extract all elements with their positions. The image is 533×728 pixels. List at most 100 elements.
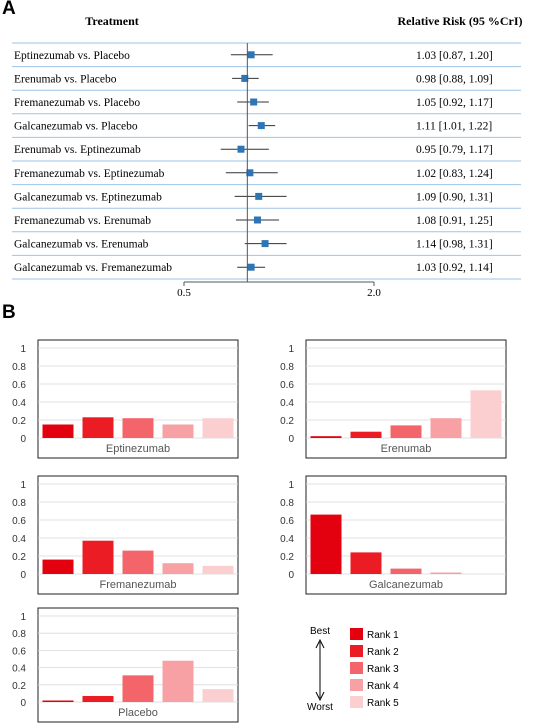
rank-bar xyxy=(162,563,194,574)
comparison-label: Fremanezumab vs. Erenumab xyxy=(14,215,151,227)
drug-name: Placebo xyxy=(118,707,158,719)
legend-swatch xyxy=(350,696,363,708)
estimate-text: 1.11 [1.01, 1.22] xyxy=(416,121,492,133)
y-tick-label: 0.8 xyxy=(12,629,26,640)
rank-bar xyxy=(390,425,422,438)
y-tick-label: 0 xyxy=(20,698,26,709)
rank-chart-fremanezumab: 0 0.2 0.4 0.6 0.8 1 Fremanezumab xyxy=(12,475,239,595)
rank-bar xyxy=(310,514,342,574)
legend-arrow-up xyxy=(315,638,325,649)
y-tick-label: 0.6 xyxy=(280,516,294,527)
estimate-marker xyxy=(257,122,265,130)
chart-frame xyxy=(37,475,239,595)
estimate-text: 1.03 [0.87, 1.20] xyxy=(416,50,493,62)
estimate-text: 1.02 [0.83, 1.24] xyxy=(416,168,493,180)
estimate-text: 1.08 [0.91, 1.25] xyxy=(416,215,493,227)
x-tick-label: 2.0 xyxy=(367,287,381,299)
rank-chart-galcanezumab: 0 0.2 0.4 0.6 0.8 1 Galcanezumab xyxy=(280,475,507,595)
y-tick-label: 0.6 xyxy=(12,516,26,527)
rank-bar xyxy=(122,550,154,574)
forest-plot: Treatment Relative Risk (95 %CrI) Eptinezu… xyxy=(12,14,523,299)
rank-chart-placebo: 0 0.2 0.4 0.6 0.8 1 Placebo xyxy=(12,607,239,723)
y-tick-label: 0.2 xyxy=(12,416,26,427)
panel-label-b: B xyxy=(2,302,16,323)
estimate-marker xyxy=(250,98,258,106)
legend-label: Rank 3 xyxy=(367,664,399,675)
comparison-label: Eptinezumab vs. Placebo xyxy=(14,50,130,62)
y-tick-label: 0.8 xyxy=(280,362,294,373)
comparison-label: Galcanezumab vs. Placebo xyxy=(14,121,138,133)
estimate-text: 1.03 [0.92, 1.14] xyxy=(416,262,493,274)
rank-bar xyxy=(390,568,422,574)
y-tick-label: 0.4 xyxy=(280,534,294,545)
y-tick-label: 0.6 xyxy=(12,646,26,657)
estimate-text: 0.98 [0.88, 1.09] xyxy=(416,73,493,85)
y-tick-label: 0.2 xyxy=(12,681,26,692)
legend-label: Rank 4 xyxy=(367,681,399,692)
y-tick-label: 1 xyxy=(20,344,26,355)
y-tick-label: 0.6 xyxy=(12,380,26,391)
y-tick-label: 0.4 xyxy=(280,398,294,409)
estimate-marker xyxy=(261,240,269,248)
comparison-label: Galcanezumab vs. Erenumab xyxy=(14,239,149,251)
rank-bar xyxy=(122,675,154,702)
y-tick-label: 0.8 xyxy=(280,498,294,509)
estimate-marker xyxy=(253,216,261,224)
y-tick-label: 0.8 xyxy=(12,498,26,509)
legend-best: Best xyxy=(310,626,330,637)
estimate-text: 1.09 [0.90, 1.31] xyxy=(416,191,493,203)
rank-bar xyxy=(350,431,382,438)
y-tick-label: 1 xyxy=(20,480,26,491)
rank-bar xyxy=(202,418,234,438)
estimate-marker xyxy=(255,192,263,200)
legend-swatch xyxy=(350,628,363,640)
drug-name: Fremanezumab xyxy=(99,579,176,591)
panel-label-a: A xyxy=(2,0,16,19)
estimate-marker xyxy=(237,145,245,153)
y-tick-label: 0.2 xyxy=(12,552,26,563)
rank-bar xyxy=(82,540,114,574)
rank-bar xyxy=(42,700,74,702)
rank-chart-eptinezumab: 0 0.2 0.4 0.6 0.8 1 Eptinezumab xyxy=(12,339,239,459)
estimate-marker xyxy=(241,74,249,82)
y-tick-label: 0.4 xyxy=(12,534,26,545)
y-tick-label: 0.4 xyxy=(12,398,26,409)
y-tick-label: 0 xyxy=(20,434,26,445)
y-tick-label: 1 xyxy=(288,480,294,491)
rank-legend: Best Worst Rank 1 Rank 2 Rank 3 Rank 4 Rank 5 xyxy=(307,626,399,713)
comparison-label: Erenumab vs. Placebo xyxy=(14,73,117,85)
rank-chart-erenumab: 0 0.2 0.4 0.6 0.8 1 Erenumab xyxy=(280,339,507,459)
rank-bar xyxy=(470,390,502,438)
y-tick-label: 0 xyxy=(288,434,294,445)
rank-bar xyxy=(162,660,194,702)
legend-label: Rank 1 xyxy=(367,630,399,641)
rank-bar xyxy=(42,424,74,438)
comparison-label: Galcanezumab vs. Eptinezumab xyxy=(14,191,162,203)
rank-bar xyxy=(202,565,234,574)
rank-bar xyxy=(350,552,382,574)
comparison-label: Galcanezumab vs. Fremanezumab xyxy=(14,262,172,274)
rank-bar xyxy=(310,436,342,438)
drug-name: Eptinezumab xyxy=(106,443,170,455)
rank-bar xyxy=(430,418,462,438)
legend-arrow-down xyxy=(315,691,325,702)
rank-bar xyxy=(122,418,154,438)
estimate-marker xyxy=(246,169,254,177)
y-tick-label: 1 xyxy=(20,612,26,623)
comparison-label: Erenumab vs. Eptinezumab xyxy=(14,144,141,156)
rank-bar xyxy=(42,559,74,574)
y-tick-label: 0 xyxy=(288,570,294,581)
chart-frame xyxy=(37,607,239,723)
y-tick-label: 1 xyxy=(288,344,294,355)
y-tick-label: 0 xyxy=(20,570,26,581)
x-tick-label: 0.5 xyxy=(177,287,191,299)
y-tick-label: 0.8 xyxy=(12,362,26,373)
header-relative-risk: Relative Risk (95 %CrI) xyxy=(398,14,523,28)
estimate-text: 0.95 [0.79, 1.17] xyxy=(416,144,493,156)
drug-name: Erenumab xyxy=(381,443,432,455)
legend-swatch xyxy=(350,679,363,691)
legend-swatch xyxy=(350,662,363,674)
rank-bar xyxy=(82,695,114,702)
chart-frame xyxy=(37,339,239,459)
rank-bar xyxy=(82,417,114,438)
